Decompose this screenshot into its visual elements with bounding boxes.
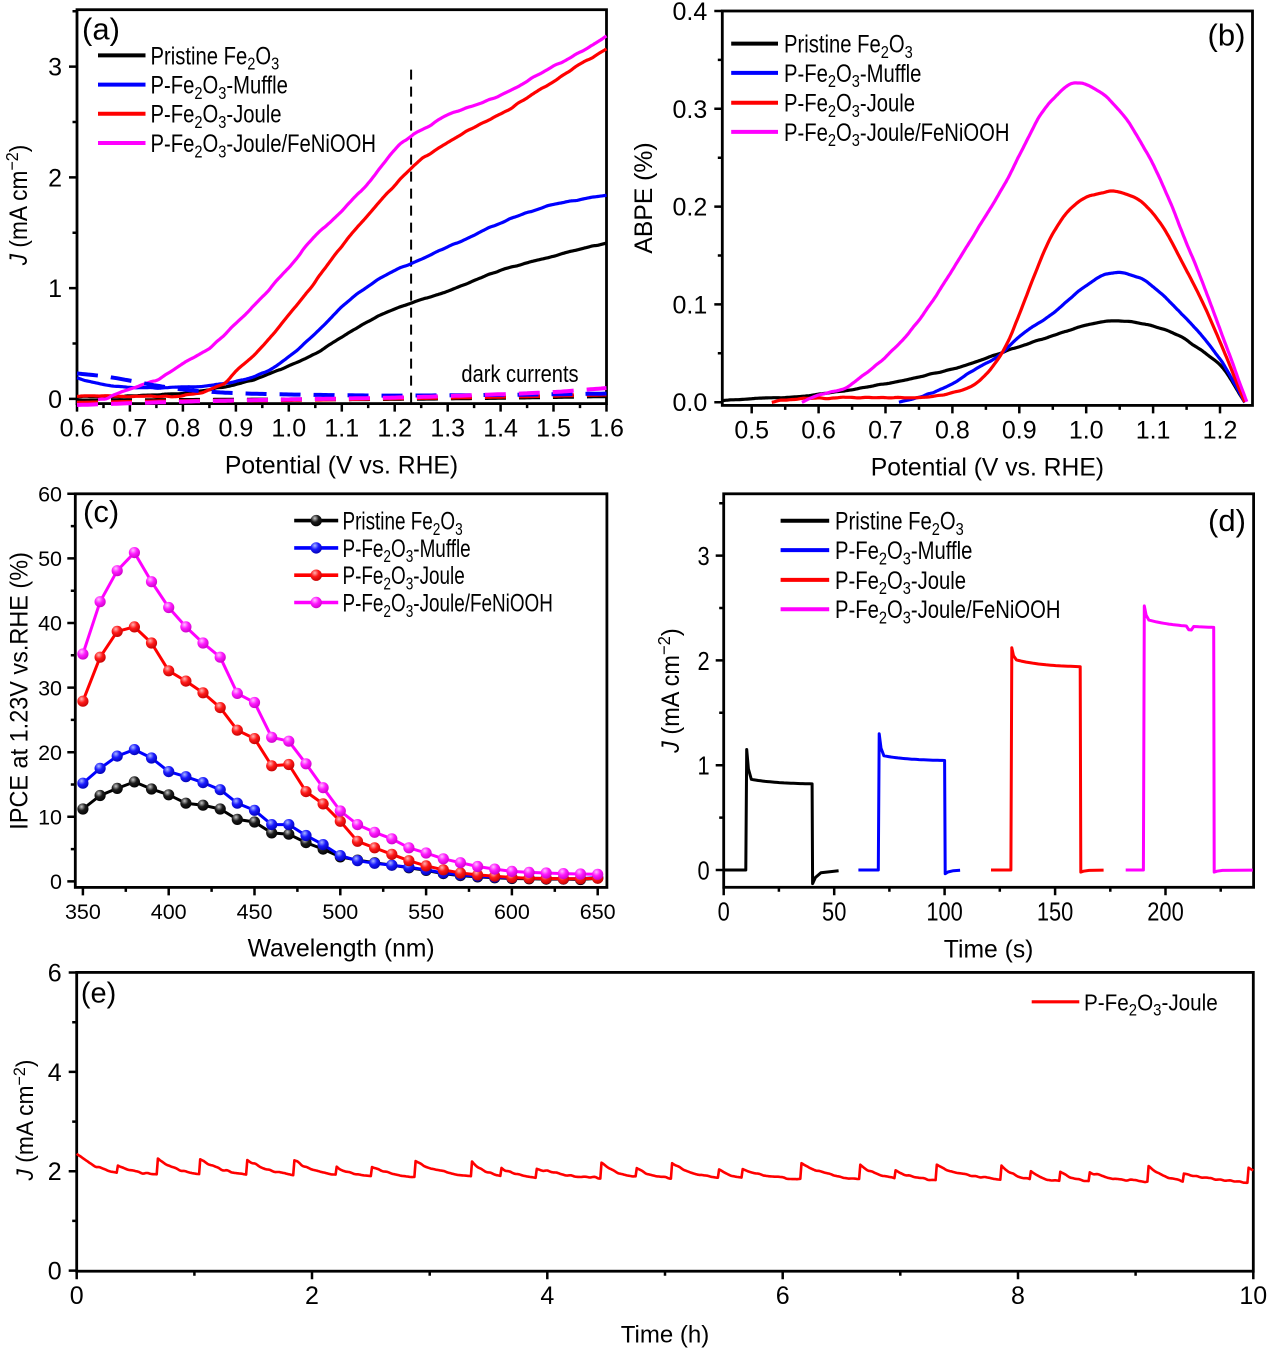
svg-text:0.5: 0.5 [734,416,769,444]
svg-text:50: 50 [38,547,62,571]
svg-text:0.6: 0.6 [801,416,836,444]
svg-text:IPCE at 1.23V vs.RHE (%): IPCE at 1.23V vs.RHE (%) [6,552,34,830]
svg-text:P-Fe2O3-Joule: P-Fe2O3-Joule [343,562,465,594]
svg-text:dark currents: dark currents [461,360,578,387]
svg-text:0.7: 0.7 [113,415,148,443]
svg-text:P-Fe2O3-Joule: P-Fe2O3-Joule [784,90,915,122]
svg-text:30: 30 [38,676,62,700]
svg-text:1.0: 1.0 [271,415,306,443]
svg-text:2: 2 [48,164,62,192]
svg-text:650: 650 [580,900,616,924]
svg-text:0.4: 0.4 [673,0,708,26]
svg-text:6: 6 [776,1282,790,1310]
svg-text:ABPE (%): ABPE (%) [631,142,658,253]
svg-text:P-Fe2O3-Joule/FeNiOOH: P-Fe2O3-Joule/FeNiOOH [151,130,376,162]
svg-text:1.2: 1.2 [1203,416,1238,444]
svg-text:600: 600 [494,900,530,924]
svg-text:P-Fe2O3-Joule: P-Fe2O3-Joule [835,567,966,599]
svg-text:0.9: 0.9 [1002,416,1037,444]
svg-text:Pristine Fe2O3: Pristine Fe2O3 [835,508,964,540]
svg-text:60: 60 [38,483,62,507]
svg-text:3: 3 [698,542,710,571]
svg-text:1.4: 1.4 [483,415,518,443]
svg-text:20: 20 [38,741,62,765]
svg-text:0: 0 [48,1258,62,1286]
svg-text:Pristine Fe2O3: Pristine Fe2O3 [784,31,913,63]
svg-text:P-Fe2O3-Joule/FeNiOOH: P-Fe2O3-Joule/FeNiOOH [784,119,1009,151]
svg-text:0.8: 0.8 [935,416,970,444]
svg-text:1.2: 1.2 [377,415,412,443]
svg-text:4: 4 [48,1059,62,1087]
svg-text:P-Fe2O3-Joule/FeNiOOH: P-Fe2O3-Joule/FeNiOOH [343,589,553,621]
svg-text:0.8: 0.8 [166,415,201,443]
svg-text:550: 550 [408,900,444,924]
svg-text:(c): (c) [83,494,119,529]
svg-text:0.1: 0.1 [673,291,708,319]
svg-text:500: 500 [322,900,358,924]
svg-text:P-Fe2O3-Joule/FeNiOOH: P-Fe2O3-Joule/FeNiOOH [835,596,1060,628]
svg-text:(a): (a) [82,12,120,47]
svg-text:10: 10 [38,806,62,830]
svg-text:(b): (b) [1208,18,1246,53]
svg-text:1.0: 1.0 [1069,416,1104,444]
svg-text:0.9: 0.9 [219,415,254,443]
svg-text:0: 0 [70,1282,84,1310]
svg-text:(e): (e) [81,977,116,1009]
svg-text:0: 0 [50,870,62,894]
svg-text:1.5: 1.5 [536,415,571,443]
svg-text:450: 450 [237,900,273,924]
svg-text:3: 3 [48,54,62,82]
svg-text:0: 0 [698,857,710,886]
svg-text:Pristine Fe2O3: Pristine Fe2O3 [151,42,280,74]
svg-text:0: 0 [48,386,62,414]
svg-text:1.6: 1.6 [589,415,624,443]
svg-text:8: 8 [1011,1282,1025,1310]
svg-text:4: 4 [540,1282,554,1310]
svg-text:50: 50 [822,898,846,927]
svg-text:0.7: 0.7 [868,416,903,444]
svg-text:0.3: 0.3 [673,96,708,124]
svg-text:Potential (V vs. RHE): Potential (V vs. RHE) [225,453,458,480]
svg-text:40: 40 [38,612,62,636]
svg-text:1: 1 [698,752,710,781]
svg-text:2: 2 [698,647,710,676]
svg-text:P-Fe2O3-Joule: P-Fe2O3-Joule [1084,989,1218,1020]
svg-text:150: 150 [1037,898,1073,927]
svg-text:0: 0 [718,898,730,927]
svg-text:Potential (V vs. RHE): Potential (V vs. RHE) [871,454,1104,481]
svg-text:Pristine Fe2O3: Pristine Fe2O3 [343,507,463,539]
svg-text:Wavelength (nm): Wavelength (nm) [248,935,435,962]
svg-text:0.0: 0.0 [673,389,708,417]
svg-text:1: 1 [48,275,62,303]
svg-text:400: 400 [151,900,187,924]
svg-text:10: 10 [1239,1282,1267,1310]
svg-text:350: 350 [65,900,101,924]
svg-text:1.1: 1.1 [324,415,359,443]
svg-text:1.3: 1.3 [430,415,465,443]
svg-text:J (mA cm−2): J (mA cm−2) [10,1060,39,1182]
svg-text:P-Fe2O3-Muffle: P-Fe2O3-Muffle [151,72,288,104]
svg-text:2: 2 [305,1282,319,1310]
svg-text:0.2: 0.2 [673,194,708,222]
svg-text:100: 100 [926,898,962,927]
svg-text:6: 6 [48,960,62,988]
svg-text:Time (s): Time (s) [944,936,1034,963]
svg-text:200: 200 [1147,898,1183,927]
svg-text:1.1: 1.1 [1136,416,1171,444]
svg-text:(d): (d) [1208,503,1246,538]
svg-text:0.6: 0.6 [60,415,95,443]
svg-text:P-Fe2O3-Joule: P-Fe2O3-Joule [151,101,282,133]
svg-text:Time (h): Time (h) [621,1322,709,1349]
svg-text:2: 2 [48,1158,62,1186]
